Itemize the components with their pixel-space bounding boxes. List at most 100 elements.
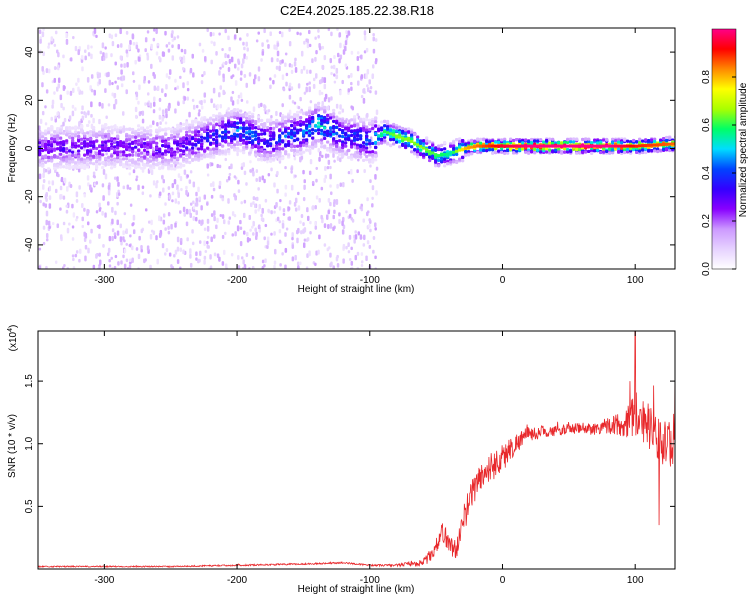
spectrogram-cell [56,127,60,131]
spectrogram-cell [170,148,174,152]
spectrogram-cell [374,154,378,159]
spectrogram-cell [173,155,177,160]
spectrogram-speckle [242,212,246,219]
spectrogram-speckle [191,98,195,102]
spectrogram-speckle [285,124,288,128]
spectrogram-ridge-cell [554,144,558,148]
colorbar-tick-label: 0.2 [701,214,712,228]
spectrogram-speckle [66,90,69,95]
spectrogram-speckle [315,178,318,183]
spectrogram-cell [254,126,258,130]
spectrogram-speckle [179,75,182,80]
spectrogram-speckle [315,195,319,200]
spectrogram-speckle [63,264,66,268]
spectrogram-speckle [327,159,331,166]
spectrogram-cell [143,155,147,159]
spectrogram-speckle [42,178,46,184]
spectrogram-cell [320,132,324,136]
spectrogram-y-tick-label: 0 [24,145,35,151]
spectrogram-speckle [294,207,298,212]
spectrogram-cell [275,118,279,123]
spectrogram-cell [176,147,180,151]
spectrogram-cell [443,164,447,168]
spectrogram-cell [287,139,291,144]
spectrogram-speckle [315,250,318,256]
spectrogram-cell [272,121,276,125]
spectrogram-ridge-cell [671,142,675,146]
spectrogram-speckle [336,155,340,161]
spectrogram-x-axis-label: Height of straight line (km) [298,284,415,295]
spectrogram-speckle [141,191,145,196]
spectrogram-cell [155,154,159,158]
spectrogram-cell [113,124,117,129]
spectrogram-ridge-cell [407,138,411,142]
spectrogram-cell [308,133,312,138]
colorbar-tick-label: 0.8 [701,70,712,84]
spectrogram-cell [173,127,177,131]
spectrogram-cell [185,137,189,141]
spectrogram-speckle [257,31,260,35]
spectrogram-speckle [119,236,123,243]
spectrogram-speckle [344,45,347,52]
spectrogram-speckle [245,182,248,186]
spectrogram-cell [173,135,177,139]
spectrogram-speckle [72,257,75,262]
spectrogram-cell [167,142,171,146]
spectrogram-ridge-cell [641,144,645,148]
spectrogram-speckle [158,97,162,103]
spectrogram-speckle [300,69,304,74]
spectrogram-cell [416,152,420,157]
spectrogram-speckle [209,182,213,188]
spectrogram-cell [431,156,435,160]
spectrogram-speckle [90,113,93,118]
spectrogram-speckle [329,57,332,64]
spectrogram-cell [266,118,270,122]
spectrogram-speckle [314,56,317,62]
spectrogram-cell [170,129,174,134]
spectrogram-speckle [347,242,350,248]
spectrogram-cell [179,124,183,129]
spectrogram-speckle [125,89,128,95]
spectrogram-cell [605,149,609,154]
spectrogram-speckle [278,220,281,224]
spectrogram-speckle [189,170,193,174]
spectrogram-cell [341,119,345,123]
spectrogram-cell [665,135,669,140]
spectrogram-speckle [276,216,280,222]
spectrogram-cell [158,162,162,166]
spectrogram-ridge-cell [530,144,534,148]
spectrogram-speckle [228,46,231,52]
spectrogram-speckle [120,69,123,75]
spectrogram-cell [206,139,210,143]
spectrogram-cell [257,146,261,150]
spectrogram-speckle [189,67,193,74]
spectrogram-cell [59,136,63,140]
spectrogram-speckle [333,80,337,84]
spectrogram-speckle [206,28,209,33]
spectrogram-cell [86,137,90,142]
spectrogram-cell [56,137,60,141]
spectrogram-cell [494,150,498,155]
spectrogram-cell [374,158,378,162]
spectrogram-cell [251,126,255,130]
spectrogram-cell [410,145,414,149]
spectrogram-cell [293,118,297,122]
spectrogram-speckle [116,44,120,49]
spectrogram-speckle [98,118,101,125]
spectrogram-speckle [333,159,336,163]
spectrogram-speckle [54,30,58,35]
spectrogram-cell [293,138,297,143]
spectrogram-cell [269,154,273,158]
spectrogram-speckle [345,210,348,214]
spectrogram-speckle [191,53,194,59]
spectrogram-speckle [84,244,88,250]
spectrogram-speckle [206,163,209,169]
spectrogram-speckle [261,175,265,181]
spectrogram-speckle [111,81,114,86]
spectrogram-cell [125,165,129,169]
spectrogram-cell [215,140,219,144]
spectrogram-cell [188,155,192,159]
spectrogram-speckle [362,218,366,223]
spectrogram-cell [143,145,147,149]
spectrogram-speckle [218,32,221,36]
